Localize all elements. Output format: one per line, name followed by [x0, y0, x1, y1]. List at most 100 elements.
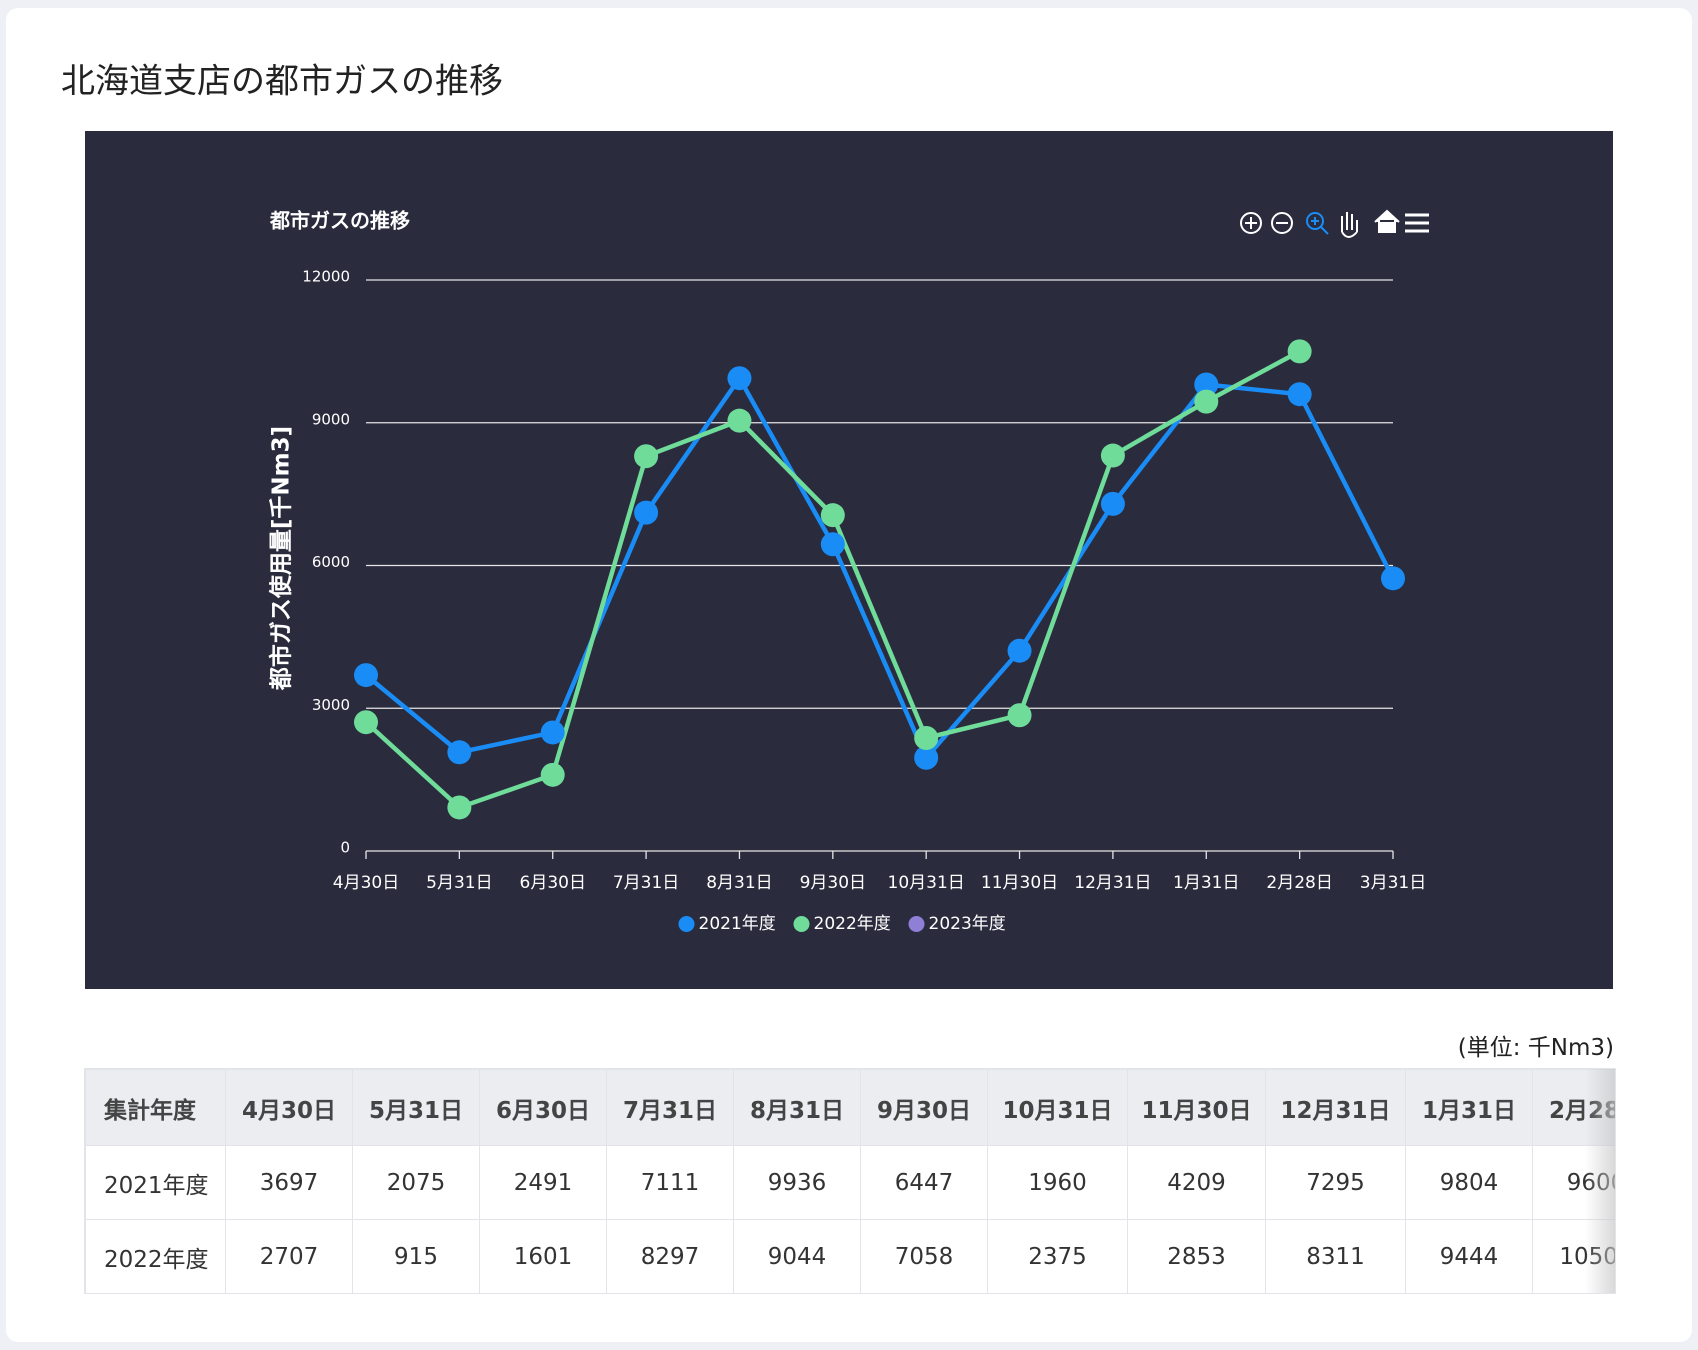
x-tick-label: 5月31日	[426, 873, 492, 893]
data-point	[727, 366, 752, 391]
data-cell: 2853	[1127, 1219, 1266, 1293]
data-point	[727, 408, 752, 433]
data-point	[1381, 566, 1405, 591]
data-point	[1100, 443, 1125, 468]
header-row: 集計年度 4月30日 5月31日 6月30日 7月31日 8月31日 9月30日 10月31日…	[85, 1069, 1615, 1146]
data-cell: 7111	[606, 1145, 734, 1220]
data-row: 2022年度 2707 915 1601 8297 9044 7058 2375 2853 831…	[85, 1219, 1615, 1293]
x-tick-label: 7月31日	[613, 873, 679, 893]
data-cell: 9600	[1532, 1145, 1615, 1220]
header-cell: 1月31日	[1405, 1069, 1533, 1146]
header-cell: 4月30日	[225, 1069, 353, 1146]
legend-marker	[908, 916, 925, 932]
data-cell: 8311	[1265, 1219, 1406, 1293]
data-cell: 9936	[733, 1145, 861, 1220]
data-point	[1194, 389, 1219, 414]
legend-marker	[678, 916, 695, 932]
x-tick-label: 1月31日	[1173, 873, 1239, 893]
unit-label: (単位: 千Nm3)	[1457, 1035, 1614, 1061]
table: 集計年度 4月30日 5月31日 6月30日 7月31日 8月31日 9月30日 10月31日…	[85, 1069, 1615, 1293]
data-point	[914, 745, 939, 770]
legend-marker	[793, 916, 810, 932]
x-tick-label: 3月31日	[1360, 873, 1426, 893]
selection-zoom[interactable]	[1306, 212, 1324, 230]
x-tick-label: 4月30日	[333, 873, 399, 893]
zoom-out[interactable]	[1271, 212, 1293, 234]
y-tick-label: 3000	[312, 696, 350, 714]
header-cell: 6月30日	[479, 1069, 607, 1146]
data-cell: 915	[352, 1219, 480, 1293]
header-cell: 10月31日	[987, 1069, 1128, 1146]
x-tick-label: 9月30日	[800, 873, 866, 893]
toolbar[interactable]	[1240, 209, 1429, 238]
data-cell: 2707	[225, 1219, 353, 1293]
legend-label: 2021年度	[699, 914, 776, 934]
header-cell: 7月31日	[606, 1069, 734, 1146]
x-tick-label: 8月31日	[706, 873, 772, 893]
y-tick-label: 9000	[312, 410, 350, 428]
data-cell: 2491	[479, 1145, 607, 1220]
data-point	[1287, 382, 1312, 407]
data-point	[1007, 638, 1032, 663]
row-label: 2022年度	[85, 1219, 226, 1293]
y-axis-title: 都市ガス使用量[千Nm3]	[268, 426, 295, 691]
x-tick-label: 11月30日	[981, 873, 1058, 893]
series-line	[364, 373, 1396, 762]
data-cell: 1601	[479, 1219, 607, 1293]
header-cell: 12月31日	[1265, 1069, 1406, 1146]
page-title: 北海道支店の都市ガスの推移	[61, 62, 503, 102]
reset-home[interactable]	[1374, 209, 1400, 233]
y-tick-label: 0	[340, 839, 350, 857]
header-cell: 5月31日	[352, 1069, 480, 1146]
data-cell: 3697	[225, 1145, 353, 1220]
data-point	[634, 444, 659, 469]
x-tick-label: 2月28日	[1266, 873, 1332, 893]
data-cell: 8297	[606, 1219, 734, 1293]
data-table: 集計年度 4月30日 5月31日 6月30日 7月31日 8月31日 9月30日 10月31日…	[84, 1068, 1616, 1294]
row-label: 2021年度	[85, 1145, 226, 1220]
data-point	[447, 740, 472, 765]
data-point	[354, 710, 378, 735]
chart-title: 都市ガスの推移	[269, 209, 410, 233]
header-cell: 9月30日	[860, 1069, 988, 1146]
data-point	[820, 503, 845, 528]
data-point	[447, 795, 472, 820]
data-point	[354, 663, 378, 688]
data-cell: 4209	[1127, 1145, 1266, 1220]
zoom-in[interactable]	[1240, 212, 1262, 234]
data-cell: 9444	[1405, 1219, 1533, 1293]
header-cell: 2月28日	[1532, 1069, 1615, 1146]
data-cell: 9044	[733, 1219, 861, 1293]
chart-panel	[85, 131, 1613, 989]
data-cell: 9804	[1405, 1145, 1533, 1220]
data-point	[1287, 339, 1312, 364]
data-point	[820, 532, 845, 557]
x-tick-label: 12月31日	[1074, 873, 1151, 893]
y-tick-label: 12000	[302, 268, 350, 286]
header-cell: 11月30日	[1127, 1069, 1266, 1146]
data-point	[1194, 372, 1219, 397]
data-cell: 7058	[860, 1219, 988, 1293]
data-point	[540, 762, 565, 787]
data-cell: 2375	[987, 1219, 1128, 1293]
data-point	[634, 500, 659, 525]
x-tick-label: 10月31日	[888, 873, 965, 893]
data-cell: 2075	[352, 1145, 480, 1220]
legend-label: 2023年度	[929, 914, 1006, 934]
header-cell: 集計年度	[85, 1069, 226, 1146]
chart: 北海道支店の都市ガスの推移 都市ガスの推移 都市ガス使用量[千Nm3] 0 300…	[61, 62, 1613, 989]
header-cell: 8月31日	[733, 1069, 861, 1146]
data-point	[1100, 491, 1125, 516]
data-point	[540, 720, 565, 745]
menu[interactable]	[1405, 213, 1429, 233]
pan[interactable]	[1341, 212, 1358, 238]
data-cell: 7295	[1265, 1145, 1406, 1220]
data-point	[914, 725, 939, 750]
data-cell: 10500	[1532, 1219, 1615, 1293]
data-point	[1007, 703, 1032, 728]
x-tick-label: 6月30日	[520, 873, 586, 893]
data-cell: 6447	[860, 1145, 988, 1220]
y-tick-label: 6000	[312, 553, 350, 571]
data-cell: 1960	[987, 1145, 1128, 1220]
